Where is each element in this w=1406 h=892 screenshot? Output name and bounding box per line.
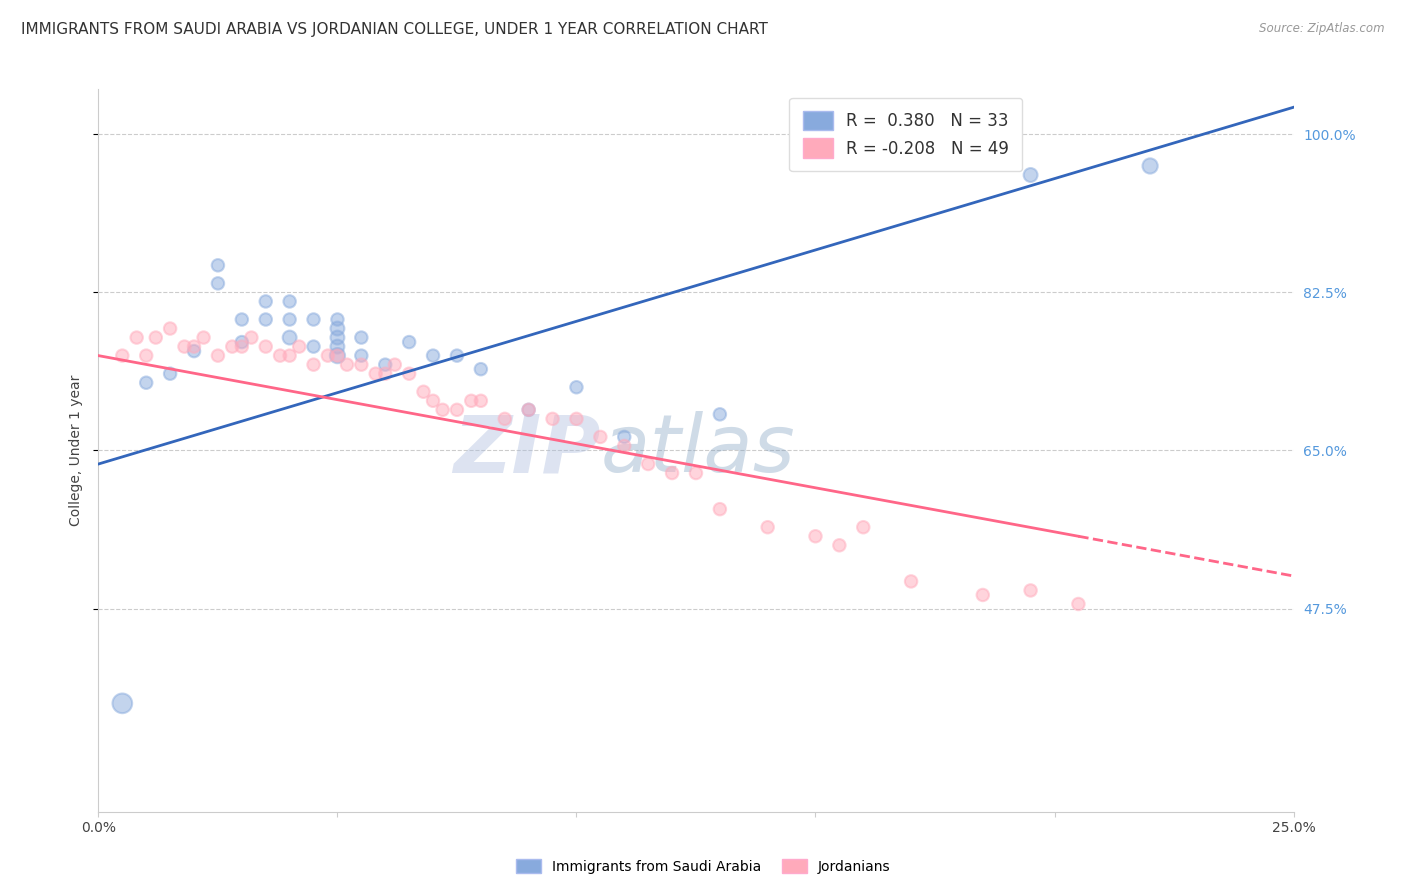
Point xyxy=(173,340,195,354)
Point xyxy=(1067,597,1090,611)
Point xyxy=(278,349,301,363)
Point xyxy=(207,277,229,291)
Point xyxy=(517,402,540,417)
Point xyxy=(231,340,253,354)
Point xyxy=(613,430,636,444)
Point xyxy=(1139,159,1161,173)
Point xyxy=(183,340,205,354)
Point xyxy=(326,330,349,344)
Point xyxy=(900,574,922,589)
Point xyxy=(470,362,492,376)
Point xyxy=(374,367,396,381)
Point xyxy=(661,466,683,480)
Point xyxy=(316,349,339,363)
Point xyxy=(135,376,157,390)
Text: ZIP: ZIP xyxy=(453,411,600,490)
Point xyxy=(111,697,134,711)
Point xyxy=(637,457,659,471)
Point xyxy=(145,330,167,344)
Point xyxy=(709,502,731,516)
Point xyxy=(446,402,468,417)
Point xyxy=(541,412,564,426)
Y-axis label: College, Under 1 year: College, Under 1 year xyxy=(69,375,83,526)
Point xyxy=(460,393,482,408)
Point xyxy=(852,520,875,534)
Point xyxy=(302,312,325,326)
Point xyxy=(364,367,387,381)
Point xyxy=(193,330,215,344)
Point xyxy=(254,312,277,326)
Point xyxy=(1019,168,1042,182)
Point xyxy=(412,384,434,399)
Point xyxy=(804,529,827,543)
Point xyxy=(565,380,588,394)
Point xyxy=(278,312,301,326)
Point xyxy=(517,402,540,417)
Point xyxy=(565,412,588,426)
Point xyxy=(398,367,420,381)
Point xyxy=(350,349,373,363)
Point xyxy=(159,321,181,335)
Point xyxy=(231,312,253,326)
Point xyxy=(374,358,396,372)
Point xyxy=(278,294,301,309)
Point xyxy=(254,294,277,309)
Point xyxy=(422,349,444,363)
Point xyxy=(613,439,636,453)
Point xyxy=(302,340,325,354)
Point xyxy=(336,358,359,372)
Point xyxy=(494,412,516,426)
Point xyxy=(709,407,731,422)
Point xyxy=(326,312,349,326)
Legend: R =  0.380   N = 33, R = -0.208   N = 49: R = 0.380 N = 33, R = -0.208 N = 49 xyxy=(789,97,1022,171)
Point xyxy=(756,520,779,534)
Point xyxy=(685,466,707,480)
Point xyxy=(828,538,851,552)
Point xyxy=(398,334,420,349)
Point xyxy=(135,349,157,363)
Point xyxy=(326,321,349,335)
Point xyxy=(446,349,468,363)
Text: Source: ZipAtlas.com: Source: ZipAtlas.com xyxy=(1260,22,1385,36)
Point xyxy=(183,344,205,359)
Point xyxy=(302,358,325,372)
Point xyxy=(254,340,277,354)
Point xyxy=(470,393,492,408)
Point xyxy=(278,330,301,344)
Point xyxy=(350,330,373,344)
Text: IMMIGRANTS FROM SAUDI ARABIA VS JORDANIAN COLLEGE, UNDER 1 YEAR CORRELATION CHAR: IMMIGRANTS FROM SAUDI ARABIA VS JORDANIA… xyxy=(21,22,768,37)
Point xyxy=(231,334,253,349)
Point xyxy=(207,349,229,363)
Point xyxy=(432,402,454,417)
Point xyxy=(326,340,349,354)
Point xyxy=(589,430,612,444)
Point xyxy=(288,340,311,354)
Point xyxy=(159,367,181,381)
Point xyxy=(972,588,994,602)
Point xyxy=(125,330,148,344)
Point xyxy=(326,349,349,363)
Point xyxy=(350,358,373,372)
Point xyxy=(384,358,406,372)
Point xyxy=(111,349,134,363)
Point xyxy=(207,258,229,272)
Legend: Immigrants from Saudi Arabia, Jordanians: Immigrants from Saudi Arabia, Jordanians xyxy=(509,852,897,880)
Point xyxy=(221,340,243,354)
Point xyxy=(422,393,444,408)
Point xyxy=(269,349,291,363)
Point xyxy=(326,349,349,363)
Point xyxy=(240,330,263,344)
Point xyxy=(1019,583,1042,598)
Text: atlas: atlas xyxy=(600,411,796,490)
